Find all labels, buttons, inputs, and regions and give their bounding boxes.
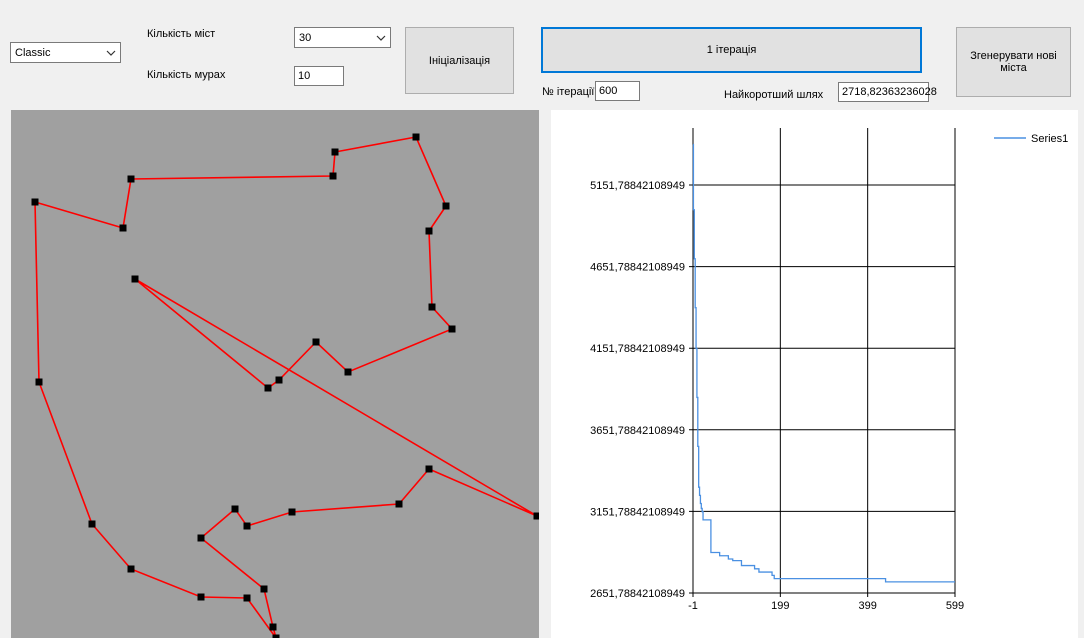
city-point (264, 384, 272, 392)
city-point (331, 148, 339, 156)
shortest-path-value: 2718,82363236028 (842, 86, 937, 98)
init-button[interactable]: Ініціалізація (405, 27, 514, 94)
city-point (31, 198, 39, 206)
x-tick-label: 399 (858, 600, 876, 612)
city-point (312, 338, 320, 346)
chevron-down-icon (376, 35, 386, 41)
generate-cities-label: Згенерувати нові міста (970, 50, 1057, 74)
generate-cities-button[interactable]: Згенерувати нові міста (956, 27, 1071, 97)
series-line (692, 143, 955, 583)
route-map-canvas[interactable] (11, 110, 539, 638)
city-point (243, 594, 251, 602)
iteration-value: 600 (599, 85, 618, 97)
city-point (260, 585, 268, 593)
y-tick-label: 4151,78842108949 (590, 343, 685, 355)
city-point (272, 634, 280, 638)
x-tick-label: 199 (771, 600, 789, 612)
route-path (34, 136, 538, 638)
city-point (35, 378, 43, 386)
x-tick-label: -1 (688, 600, 698, 612)
cities-select[interactable]: 30 (294, 27, 391, 48)
city-point (442, 202, 450, 210)
y-tick-label: 4651,78842108949 (590, 262, 685, 274)
convergence-chart-svg: 5151,78842108949 4651,78842108949 4151,788… (590, 128, 1068, 612)
city-point (119, 224, 127, 232)
y-tick-label: 3151,78842108949 (590, 506, 685, 518)
city-point (197, 534, 205, 542)
city-point (131, 275, 139, 283)
algorithm-value: Classic (15, 47, 51, 59)
shortest-path-label: Найкоротший шлях (724, 89, 824, 101)
city-point (288, 508, 296, 516)
city-point (425, 465, 433, 473)
city-point (344, 368, 352, 376)
y-tick-label: 2651,78842108949 (590, 588, 685, 600)
iteration-input[interactable]: 600 (595, 81, 640, 101)
city-point (231, 505, 239, 513)
city-point (88, 520, 96, 528)
city-point (127, 565, 135, 573)
convergence-chart: 5151,78842108949 4651,78842108949 4151,788… (551, 110, 1078, 638)
iterate-button[interactable]: 1 ітерація (541, 27, 922, 73)
shortest-path-input[interactable]: 2718,82363236028 (838, 82, 937, 102)
city-point (428, 303, 436, 311)
city-point (448, 325, 456, 333)
y-tick-label: 5151,78842108949 (590, 180, 685, 192)
city-point (127, 175, 135, 183)
ants-input[interactable]: 10 (294, 66, 344, 86)
cities-value: 30 (299, 32, 312, 44)
init-button-label: Ініціалізація (428, 54, 491, 67)
city-point (243, 522, 251, 530)
city-point (269, 623, 277, 631)
ants-value: 10 (298, 70, 311, 82)
route-map-svg (31, 133, 539, 638)
city-point (197, 593, 205, 601)
city-point (425, 227, 433, 235)
city-point (275, 376, 283, 384)
cities-label: Кількість міст (147, 28, 216, 40)
iteration-label: № ітерації (542, 86, 595, 98)
y-tick-label: 3651,78842108949 (590, 425, 685, 437)
city-point (395, 500, 403, 508)
chevron-down-icon (106, 50, 116, 56)
legend-label: Series1 (1031, 133, 1068, 145)
x-tick-label: 599 (946, 600, 964, 612)
ants-label: Кількість мурах (147, 69, 226, 81)
city-point (329, 172, 337, 180)
city-point (533, 512, 539, 520)
iterate-button-label: 1 ітерація (706, 44, 757, 56)
city-point (412, 133, 420, 141)
algorithm-select[interactable]: Classic (10, 42, 121, 63)
